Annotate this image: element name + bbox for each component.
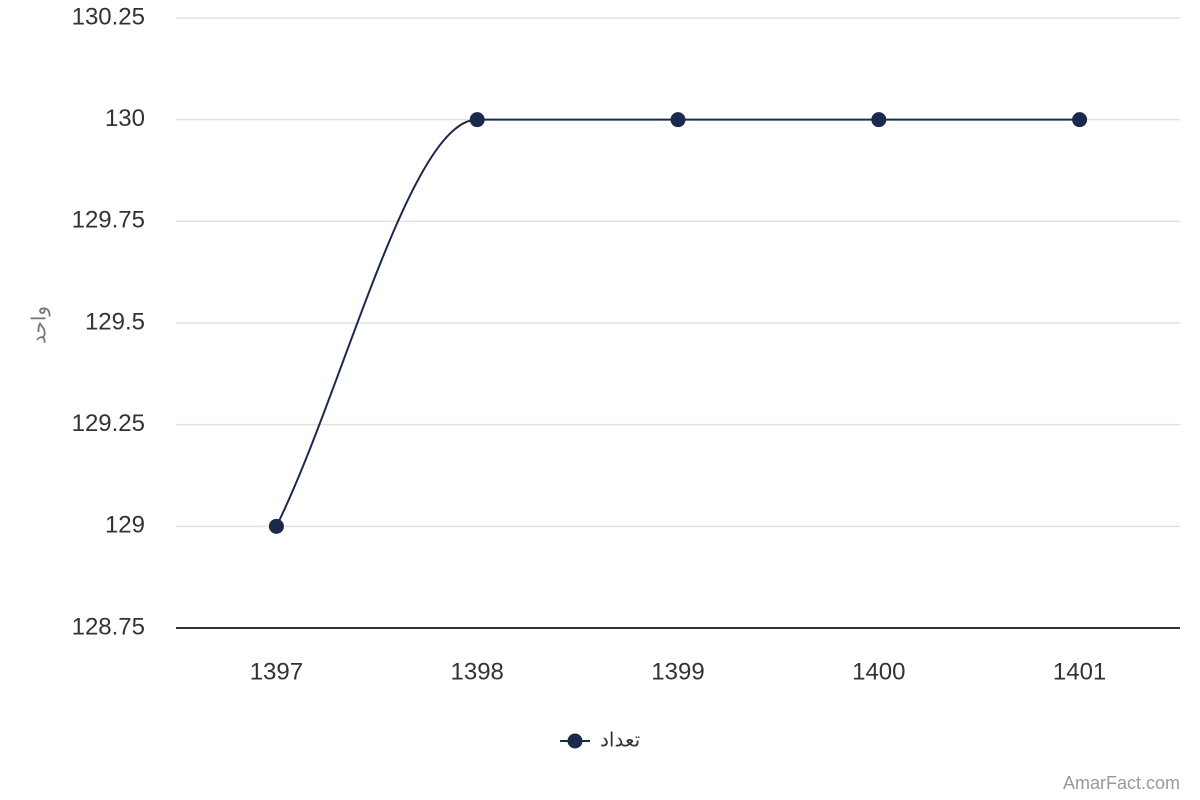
x-tick-label: 1399 <box>651 658 704 685</box>
credit: AmarFact.com <box>1063 773 1180 793</box>
point <box>268 518 284 534</box>
series-line <box>275 118 1080 527</box>
legend-label: تعداد <box>600 729 640 751</box>
y-axis-label: واحد <box>28 306 50 344</box>
y-tick-label: 129 <box>105 512 145 539</box>
y-tick-label: 130 <box>105 105 145 132</box>
x-tick-label: 1401 <box>1053 658 1106 685</box>
point <box>871 112 887 128</box>
y-tick-label: 129.75 <box>72 207 145 234</box>
point <box>670 112 686 128</box>
point <box>1072 112 1088 128</box>
x-tick-label: 1397 <box>250 658 303 685</box>
y-tick-label: 129.5 <box>85 308 145 335</box>
y-tick-label: 129.25 <box>72 410 145 437</box>
y-tick-label: 128.75 <box>72 613 145 640</box>
x-tick-label: 1400 <box>852 658 905 685</box>
x-tick-label: 1398 <box>451 658 504 685</box>
point <box>469 112 485 128</box>
legend-marker <box>567 733 583 749</box>
y-tick-label: 130.25 <box>72 3 145 30</box>
